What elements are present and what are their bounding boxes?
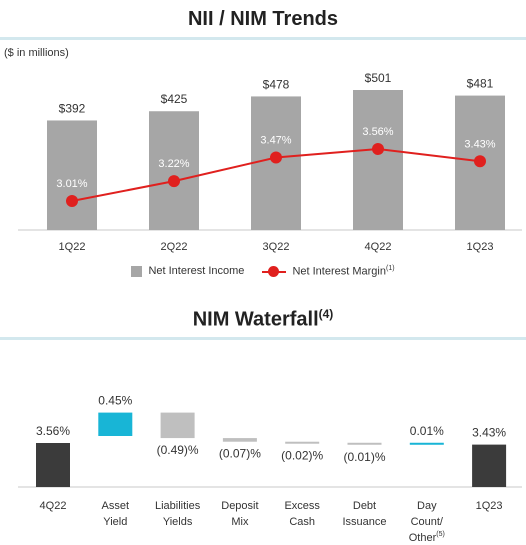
- nii-bar: [47, 120, 97, 230]
- waterfall-category-label: Count/: [411, 516, 444, 528]
- nim-point: [474, 155, 486, 168]
- waterfall-category-label: Asset: [102, 500, 130, 512]
- x-tick-label: 2Q22: [161, 241, 188, 253]
- nim-point: [372, 143, 384, 155]
- nim-value-label: 3.43%: [464, 138, 495, 150]
- waterfall-category-label: Yield: [103, 516, 127, 528]
- x-tick-label: 4Q22: [365, 241, 392, 253]
- x-tick-label: 1Q22: [59, 241, 86, 253]
- waterfall-category-label: 4Q22: [40, 500, 67, 512]
- nim-swatch: [262, 265, 287, 277]
- waterfall-category-label: 1Q23: [476, 500, 503, 512]
- legend-item-nii: Net Interest Income: [131, 265, 244, 278]
- waterfall-value-label: (0.02)%: [281, 449, 323, 463]
- x-tick-label: 1Q23: [467, 241, 494, 253]
- waterfall-delta-bar: [409, 442, 444, 445]
- title-rule-top: [0, 37, 526, 40]
- waterfall-value-label: 0.45%: [98, 394, 132, 408]
- waterfall-value-label: (0.49)%: [157, 443, 199, 457]
- legend-nim-label: Net Interest Margin(1): [292, 265, 395, 278]
- waterfall-value-label: 3.43%: [472, 426, 506, 440]
- waterfall-total-bar: [472, 444, 507, 487]
- waterfall-label-footnote: (5): [436, 531, 445, 538]
- waterfall-delta-bar: [98, 412, 133, 436]
- nim-point: [270, 151, 282, 164]
- nii-bar: [149, 111, 199, 230]
- x-tick-label: 3Q22: [263, 241, 290, 253]
- waterfall-category-label: Debt: [353, 500, 376, 512]
- nii-nim-title: NII / NIM Trends: [187, 8, 339, 30]
- waterfall-value-label: 0.01%: [410, 424, 444, 438]
- title-rule-bottom: [0, 337, 526, 340]
- waterfall-value-label: 3.56%: [36, 424, 70, 438]
- waterfall-category-label: Cash: [289, 516, 315, 528]
- nii-nim-chart: $392 1Q22 $425 2Q22 $478 3Q22 $501 4Q22 $481 1Q23…: [18, 71, 522, 253]
- waterfall-category-label: Yields: [163, 516, 193, 528]
- waterfall-category-label: Liabilities: [155, 500, 201, 512]
- waterfall-category-label: Day: [417, 500, 437, 512]
- legend-item-nim: Net Interest Margin(1): [262, 265, 395, 278]
- waterfall-delta-bar: [285, 441, 320, 444]
- nim-value-label: 3.47%: [260, 135, 291, 147]
- nii-value-label: $392: [59, 101, 86, 115]
- legend-nii-label: Net Interest Income: [148, 265, 245, 278]
- nii-value-label: $501: [365, 71, 392, 85]
- units-note: ($ in millions): [4, 47, 69, 59]
- waterfall-value-label: (0.01)%: [343, 450, 385, 464]
- chart-legend: Net Interest Income Net Interest Margin(…: [0, 265, 526, 278]
- nii-value-label: $478: [263, 77, 290, 91]
- nim-waterfall-title: NIM Waterfall(4): [192, 307, 334, 331]
- waterfall-delta-bar: [347, 442, 382, 445]
- waterfall-total-bar: [36, 443, 70, 487]
- nim-value-label: 3.56%: [362, 126, 393, 138]
- nii-value-label: $425: [161, 92, 188, 106]
- waterfall-category-label: Issuance: [342, 516, 386, 528]
- nim-point: [66, 195, 78, 207]
- nii-bar: [353, 90, 403, 230]
- waterfall-delta-bar: [160, 412, 195, 439]
- nii-value-label: $481: [467, 77, 494, 91]
- nim-value-label: 3.01%: [56, 178, 87, 190]
- nim-value-label: 3.22%: [158, 158, 189, 170]
- waterfall-category-label: Excess: [284, 500, 320, 512]
- nim-point: [168, 175, 180, 188]
- waterfall-category-label: Mix: [231, 516, 249, 528]
- nii-swatch: [131, 265, 143, 277]
- waterfall-value-label: (0.07)%: [219, 447, 261, 461]
- waterfall-category-label: Other(5): [409, 531, 445, 544]
- waterfall-delta-bar: [222, 438, 257, 442]
- waterfall-category-label: Deposit: [221, 500, 258, 512]
